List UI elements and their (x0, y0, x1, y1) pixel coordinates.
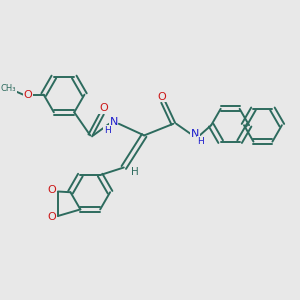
Text: O: O (47, 185, 56, 195)
Text: O: O (47, 212, 56, 222)
Text: N: N (191, 129, 200, 139)
Text: H: H (104, 126, 111, 135)
Text: H: H (198, 137, 204, 146)
Text: O: O (23, 90, 32, 100)
Text: CH₃: CH₃ (1, 84, 16, 93)
Text: H: H (131, 167, 139, 177)
Text: O: O (99, 103, 108, 113)
Text: O: O (157, 92, 166, 102)
Text: N: N (110, 117, 118, 127)
